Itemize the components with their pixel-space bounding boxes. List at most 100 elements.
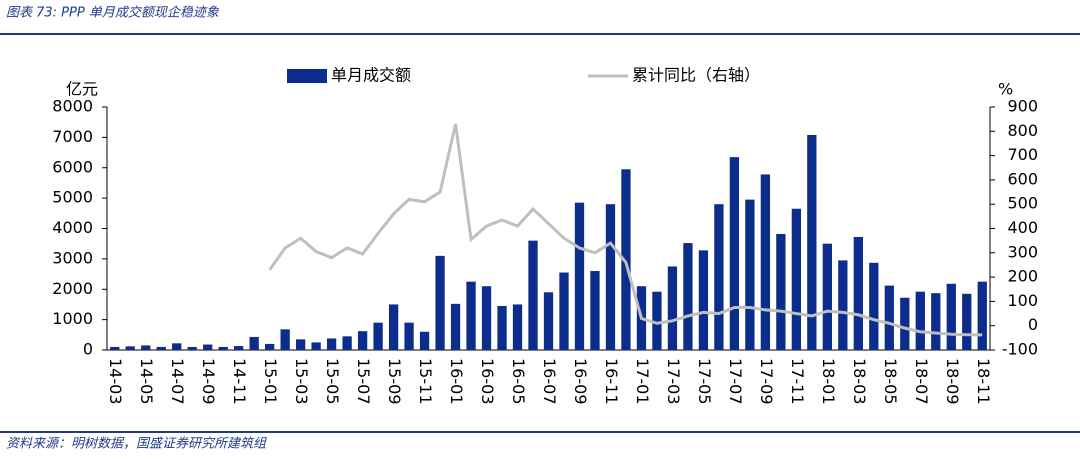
- y2-tick-label: 200: [1007, 267, 1038, 286]
- bar: [822, 243, 832, 350]
- legend-swatch: [287, 69, 327, 83]
- bar: [869, 262, 879, 350]
- bar: [667, 266, 678, 350]
- bar: [265, 343, 275, 350]
- y2-tick-label: 700: [1007, 145, 1038, 164]
- bar: [528, 240, 538, 350]
- x-tick-label: 18-01: [819, 358, 838, 405]
- bar: [141, 345, 151, 350]
- legend-label: 单月成交额: [331, 66, 411, 85]
- bar: [280, 329, 290, 350]
- x-tick-label: 18-11: [974, 358, 993, 405]
- bar: [326, 338, 337, 350]
- bar: [125, 346, 135, 350]
- bar: [714, 204, 724, 350]
- bar: [357, 331, 368, 350]
- bar: [729, 157, 740, 350]
- x-tick-label: 17-03: [664, 358, 683, 405]
- bar: [512, 304, 523, 350]
- y2-tick-label: 0: [1028, 315, 1038, 334]
- y2-tick-label: 800: [1007, 121, 1038, 140]
- y2-tick-label: 300: [1007, 242, 1038, 261]
- x-tick-label: 16-07: [540, 358, 559, 405]
- x-tick-label: 18-09: [943, 358, 962, 405]
- x-tick-label: 17-01: [633, 358, 652, 405]
- y2-axis-label: %: [998, 80, 1013, 99]
- x-tick-label: 16-11: [602, 358, 621, 405]
- y-tick-label: 0: [83, 340, 93, 359]
- bar: [311, 342, 321, 350]
- y2-tick-label: 100: [1007, 291, 1038, 310]
- x-tick-label: 15-07: [354, 358, 373, 405]
- y2-tick-label: -100: [1002, 340, 1038, 359]
- bar: [853, 237, 863, 350]
- bar: [745, 199, 755, 350]
- y-tick-label: 4000: [52, 218, 93, 237]
- y2-tick-label: 400: [1007, 218, 1038, 237]
- y-tick-label: 8000: [52, 97, 93, 116]
- bar: [295, 339, 306, 350]
- x-tick-label: 16-03: [478, 358, 497, 405]
- bar: [481, 286, 492, 350]
- bar: [683, 243, 693, 350]
- bar: [234, 346, 244, 350]
- x-tick-label: 17-07: [726, 358, 745, 405]
- bar: [187, 346, 197, 350]
- chart-title: 图表 73: PPP 单月成交额现企稳迹象: [6, 5, 220, 21]
- y-tick-label: 3000: [52, 248, 93, 267]
- x-tick-label: 14-03: [106, 358, 125, 405]
- y-tick-label: 2000: [52, 279, 93, 298]
- source: 资料来源：明树数据，国盛证券研究所建筑组: [6, 436, 267, 452]
- bar: [435, 255, 445, 350]
- y-tick-label: 7000: [52, 127, 93, 146]
- bar: [807, 134, 817, 350]
- bar: [574, 202, 585, 350]
- bar: [172, 343, 182, 350]
- x-tick-label: 15-03: [292, 358, 311, 405]
- x-tick-label: 17-11: [788, 358, 807, 405]
- bar: [900, 297, 910, 350]
- legend-label: 累计同比（右轴）: [632, 66, 760, 85]
- bar: [342, 336, 352, 350]
- x-tick-label: 16-09: [571, 358, 590, 405]
- bar: [884, 285, 894, 350]
- bar: [931, 293, 941, 350]
- y-tick-label: 6000: [52, 157, 93, 176]
- bar: [838, 260, 848, 350]
- bar: [605, 204, 616, 350]
- bar: [776, 233, 786, 350]
- x-tick-label: 15-05: [323, 358, 342, 405]
- y2-tick-label: 600: [1007, 169, 1038, 188]
- bar: [203, 344, 213, 350]
- bar: [760, 174, 771, 350]
- line: [268, 123, 983, 337]
- x-tick-label: 15-11: [416, 358, 435, 405]
- x-tick-label: 14-05: [137, 358, 156, 405]
- bar: [946, 283, 956, 350]
- bar: [559, 272, 569, 350]
- x-tick-label: 18-07: [912, 358, 931, 405]
- bar: [373, 322, 383, 350]
- bar: [543, 292, 554, 350]
- x-tick-label: 14-09: [199, 358, 218, 405]
- bar: [621, 169, 631, 350]
- y-tick-label: 5000: [52, 188, 93, 207]
- bar: [962, 293, 972, 350]
- y2-tick-label: 500: [1007, 194, 1038, 213]
- bar: [404, 322, 414, 350]
- bar: [249, 336, 259, 350]
- x-tick-label: 18-03: [850, 358, 869, 405]
- x-tick-label: 18-05: [881, 358, 900, 405]
- bar: [450, 303, 461, 350]
- x-tick-label: 15-01: [261, 358, 280, 405]
- bar: [218, 346, 228, 350]
- bar: [915, 291, 925, 350]
- bar: [110, 346, 120, 350]
- bar: [590, 271, 600, 350]
- bar: [419, 331, 430, 350]
- y-axis-label: 亿元: [66, 80, 98, 99]
- bar: [388, 304, 399, 350]
- bar: [791, 208, 802, 350]
- x-tick-label: 15-09: [385, 358, 404, 405]
